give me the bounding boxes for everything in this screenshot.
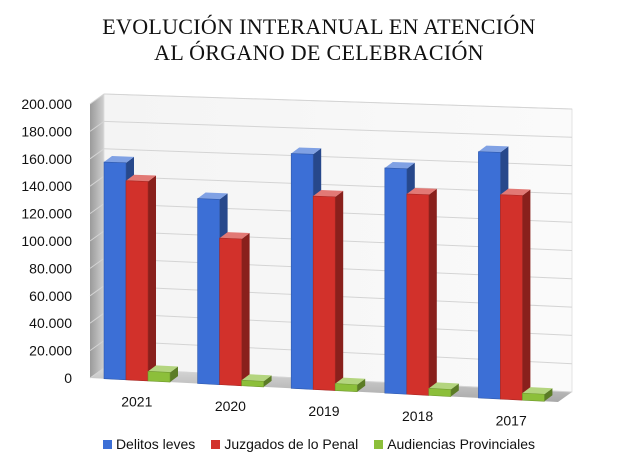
x-tick-label: 2021 — [121, 393, 152, 409]
bar-side — [522, 189, 531, 401]
bar — [147, 371, 171, 383]
y-tick-label: 140.000 — [21, 178, 72, 194]
legend-label-juzgados-penal: Juzgados de lo Penal — [224, 436, 359, 452]
gridline-side — [89, 203, 105, 215]
bar-top — [126, 174, 156, 182]
gridline-side — [89, 340, 105, 352]
gridline-side — [89, 367, 105, 379]
bar-top — [384, 161, 415, 169]
bar — [241, 379, 264, 388]
gridline-side — [89, 230, 105, 242]
bar-top — [428, 382, 459, 390]
bar-side — [450, 383, 459, 397]
bar — [197, 198, 220, 385]
bar — [219, 237, 242, 387]
gridline-side — [89, 120, 105, 132]
legend-label-audiencias-provinciales: Audiencias Provinciales — [387, 436, 536, 452]
y-tick-label: 120.000 — [21, 206, 72, 222]
x-tick-label: 2017 — [496, 413, 527, 429]
bar — [312, 195, 336, 391]
bar-top — [335, 377, 366, 385]
gridline — [103, 93, 573, 110]
legend-swatch-delitos-leves — [102, 439, 112, 449]
bar — [522, 392, 545, 402]
y-tick-label: 180.000 — [21, 123, 72, 139]
bar-top — [522, 387, 553, 395]
y-tick-label: 100.000 — [21, 233, 72, 249]
bar-top — [291, 147, 322, 155]
bar — [406, 193, 430, 396]
bar-side — [335, 190, 344, 391]
legend-item-juzgados-penal: Juzgados de lo Penal — [211, 436, 358, 452]
bar-top — [500, 188, 531, 196]
bar-side — [148, 175, 156, 381]
x-tick-label: 2020 — [215, 398, 246, 414]
legend-item-audiencias-provinciales: Audiencias Provinciales — [374, 436, 535, 452]
bar — [428, 388, 452, 397]
bar-top — [406, 187, 437, 195]
gridline — [103, 120, 573, 138]
y-tick-label: 40.000 — [29, 315, 72, 331]
legend-label-delitos-leves: Delitos leves — [115, 436, 196, 452]
bar-side — [263, 375, 272, 387]
bar — [478, 151, 501, 400]
legend-item-delitos-leves: Delitos leves — [102, 436, 196, 452]
gridline-side — [89, 257, 105, 269]
bar-top — [219, 232, 250, 240]
bar-side — [428, 188, 437, 396]
legend-swatch-audiencias-provinciales — [374, 439, 384, 449]
bar — [103, 161, 127, 381]
y-tick-label: 200.000 — [21, 96, 72, 112]
bar — [384, 167, 408, 395]
bar-side — [170, 366, 178, 383]
bar — [125, 180, 149, 382]
bar — [334, 383, 358, 393]
legend: Delitos leves Juzgados de lo Penal Audie… — [0, 436, 638, 452]
bar-top — [478, 145, 509, 153]
x-tick-label: 2019 — [308, 403, 339, 419]
y-tick-label: 20.000 — [29, 343, 72, 359]
gridline-side — [89, 93, 105, 105]
bar-top — [241, 374, 272, 382]
gridline-side — [89, 312, 105, 324]
bar — [290, 153, 314, 390]
bar-side — [241, 233, 250, 386]
legend-swatch-juzgados-penal — [211, 439, 221, 449]
gridline-side — [89, 285, 105, 297]
chart-title-line-2: AL ÓRGANO DE CELEBRACIÓN — [154, 40, 484, 65]
y-tick-label: 0 — [64, 370, 72, 386]
chart-title-line-1: EVOLUCIÓN INTERANUAL EN ATENCIÓN — [102, 14, 536, 39]
bar-side — [544, 388, 553, 402]
bar-top — [197, 192, 228, 200]
bar-top — [313, 190, 344, 197]
bar-top — [104, 156, 134, 163]
y-tick-label: 60.000 — [29, 288, 72, 304]
y-tick-label: 160.000 — [21, 151, 72, 167]
bar-side — [357, 378, 366, 392]
bar — [500, 194, 523, 401]
y-tick-label: 80.000 — [29, 260, 72, 276]
gridline-side — [89, 148, 105, 160]
x-tick-label: 2018 — [402, 408, 433, 424]
gridline-side — [89, 175, 105, 187]
bar-top — [148, 365, 178, 373]
